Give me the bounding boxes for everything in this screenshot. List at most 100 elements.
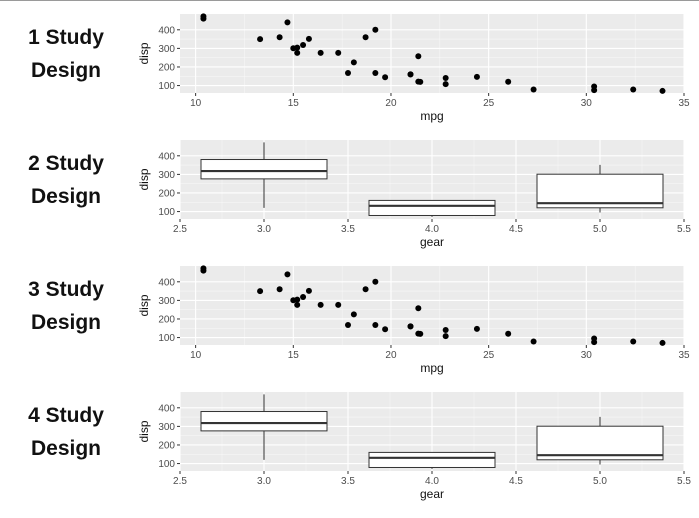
y-tick-label: 400	[158, 151, 175, 162]
scatter-plot-1: 100 200 300 400 10 15 20 25 30 35 mpg disp	[137, 13, 690, 123]
x-tick-label: 3.0	[257, 476, 271, 487]
y-tick-label: 300	[158, 170, 175, 181]
data-point	[345, 69, 351, 76]
y-tick-label: 100	[158, 207, 175, 218]
data-point	[659, 87, 666, 94]
box-plot-2: 100 200 300 400 2.5 3.0 3.5 4.0 4.5 5.0 5.5 gear dis…	[137, 140, 691, 249]
x-tick-label: 5.5	[677, 476, 691, 487]
data-point	[335, 301, 342, 308]
x-tick-label: 10	[190, 350, 202, 361]
x-tick-label: 3.5	[341, 476, 355, 487]
data-point	[276, 34, 283, 41]
data-point	[335, 49, 342, 56]
row-4-title-line-1: 4 Study	[28, 404, 104, 427]
data-point	[659, 339, 666, 346]
x-tick-label: 30	[581, 98, 593, 109]
x-tick-label: 4.0	[425, 476, 439, 487]
x-tick-label: 20	[385, 98, 397, 109]
y-axis-title: disp	[137, 42, 151, 64]
row-4-title: 4 Study Design	[0, 399, 132, 465]
data-point	[372, 321, 379, 328]
x-tick-label: 5.5	[677, 224, 691, 235]
x-tick-label: 5.0	[593, 476, 607, 487]
data-point	[276, 286, 283, 293]
y-tick-label: 200	[158, 188, 175, 199]
y-tick-label: 200	[158, 440, 175, 451]
y-tick-label: 300	[158, 422, 175, 433]
data-point	[505, 330, 512, 337]
top-divider	[0, 0, 699, 1]
data-point	[362, 34, 369, 41]
x-tick-label: 35	[678, 98, 690, 109]
y-tick-label: 300	[158, 296, 175, 307]
data-point	[300, 42, 307, 49]
data-point	[630, 86, 637, 93]
data-point	[350, 59, 357, 66]
row-1-title-line-2: Design	[30, 59, 101, 82]
y-tick-label: 200	[158, 62, 175, 73]
data-point	[442, 333, 449, 340]
x-tick-label: 20	[385, 350, 397, 361]
y-tick-label: 200	[158, 314, 175, 325]
y-tick-label: 400	[158, 25, 175, 36]
x-tick-label: 3.0	[257, 224, 271, 235]
data-point	[284, 19, 291, 26]
x-tick-label: 35	[678, 350, 690, 361]
data-point	[415, 53, 422, 60]
y-axis-title: disp	[137, 420, 151, 442]
data-point	[591, 335, 598, 342]
x-axis-title: gear	[420, 487, 444, 501]
y-axis-title: disp	[137, 168, 151, 190]
row-2-title: 2 Study Design	[0, 147, 132, 213]
x-tick-label: 2.5	[173, 224, 187, 235]
row-2-title-line-2: Design	[30, 185, 101, 208]
x-tick-label: 4.0	[425, 224, 439, 235]
y-tick-label: 400	[158, 403, 175, 414]
data-point	[473, 73, 480, 80]
data-point	[442, 74, 449, 81]
data-point	[442, 326, 449, 333]
data-point	[407, 71, 414, 78]
plot-panel	[180, 266, 684, 345]
y-tick-label: 100	[158, 459, 175, 470]
plot-panel	[180, 14, 684, 93]
data-point	[305, 35, 312, 42]
data-point	[294, 301, 301, 308]
x-tick-label: 3.5	[341, 224, 355, 235]
x-tick-label: 25	[483, 98, 495, 109]
row-3-title-line-2: Design	[30, 311, 101, 334]
row-3-title: 3 Study Design	[0, 273, 132, 339]
data-point	[362, 286, 369, 293]
box-plot-4: 100 200 300 400 2.5 3.0 3.5 4.0 4.5 5.0 5.5 gear dis…	[137, 392, 691, 501]
x-tick-label: 4.5	[509, 476, 523, 487]
data-point	[300, 294, 307, 301]
data-point	[415, 78, 422, 85]
x-tick-label: 30	[581, 350, 593, 361]
x-tick-label: 5.0	[593, 224, 607, 235]
y-tick-label: 100	[158, 81, 175, 92]
data-point	[200, 15, 207, 22]
x-tick-label: 15	[288, 98, 300, 109]
data-point	[290, 297, 297, 304]
data-point	[290, 45, 297, 52]
data-point	[317, 49, 324, 56]
data-point	[382, 326, 389, 333]
x-tick-label: 4.5	[509, 224, 523, 235]
scatter-plot-3: 100 200 300 400 10 15 20 25 30 35 mpg disp	[137, 265, 690, 375]
data-point	[284, 271, 291, 278]
data-point	[372, 278, 379, 285]
y-tick-label: 400	[158, 277, 175, 288]
data-point	[345, 321, 351, 328]
data-point	[382, 74, 389, 81]
data-point	[630, 338, 637, 345]
data-point	[415, 305, 422, 312]
box-iqr	[368, 451, 496, 468]
data-point	[407, 323, 414, 330]
data-point	[372, 26, 379, 33]
y-tick-label: 100	[158, 333, 175, 344]
box-iqr	[200, 159, 328, 180]
data-point	[257, 36, 264, 43]
box-iqr	[368, 199, 496, 216]
data-point	[200, 267, 207, 274]
row-1-title-line-1: 1 Study	[28, 26, 104, 49]
